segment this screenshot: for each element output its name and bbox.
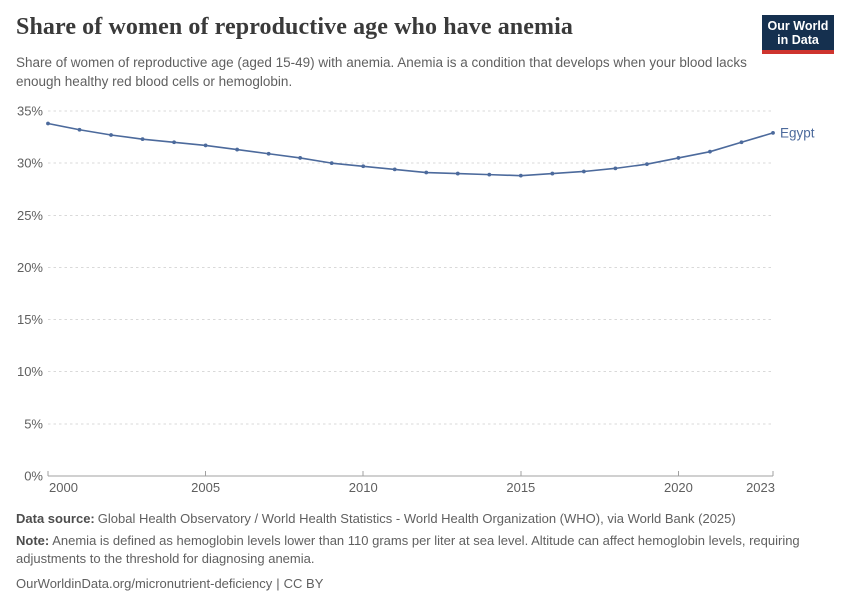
y-axis-tick-label: 30%	[17, 156, 43, 171]
data-point	[739, 140, 744, 145]
y-axis-tick-label: 10%	[17, 364, 43, 379]
note-label: Note:	[16, 533, 50, 548]
data-point	[361, 164, 366, 169]
x-axis-tick-label: 2015	[506, 480, 535, 495]
data-point	[298, 156, 303, 160]
data-point	[424, 170, 429, 175]
license-link[interactable]: CC BY	[283, 576, 324, 591]
data-point	[172, 140, 176, 145]
data-point	[455, 171, 460, 176]
x-axis-tick-label: 2020	[664, 480, 693, 495]
data-source-label: Data source:	[16, 511, 95, 526]
attribution-separator: |	[276, 576, 280, 591]
y-axis-tick-label: 15%	[17, 312, 43, 327]
y-axis-tick-label: 25%	[17, 208, 43, 223]
data-point	[140, 137, 145, 142]
data-point	[203, 143, 208, 148]
data-point	[392, 167, 397, 172]
note-text: Anemia is defined as hemoglobin levels l…	[16, 533, 800, 566]
x-axis-tick-label: 2023	[746, 480, 775, 495]
data-point	[613, 166, 618, 171]
chart-subtitle: Share of women of reproductive age (aged…	[16, 55, 747, 89]
data-point	[581, 169, 586, 174]
data-point	[266, 151, 271, 156]
data-source-line: Data source: Global Health Observatory / …	[16, 511, 834, 526]
page-title: Share of women of reproductive age who h…	[16, 14, 573, 40]
data-point	[645, 162, 649, 167]
data-point	[487, 172, 492, 177]
series-line-egypt	[47, 122, 774, 177]
y-axis-tick-label: 0%	[24, 469, 43, 484]
series-end-label: Egypt	[780, 125, 815, 140]
y-axis-tick-label: 5%	[24, 416, 43, 431]
data-point	[109, 133, 113, 137]
data-point	[77, 127, 82, 132]
data-point	[708, 149, 712, 154]
x-axis-tick-label: 2010	[349, 480, 378, 495]
data-source-text: Global Health Observatory / World Health…	[97, 511, 736, 526]
data-point	[518, 173, 523, 178]
y-axis-tick-label: 20%	[17, 260, 43, 275]
data-point	[550, 171, 555, 176]
owid-logo[interactable]: Our World in Data	[762, 15, 834, 54]
note-line: Note: Anemia is defined as hemoglobin lev…	[16, 532, 816, 568]
x-axis-tick-label: 2005	[191, 480, 220, 495]
owid-logo-line2: in Data	[777, 33, 819, 47]
x-axis-tick-label: 2000	[49, 480, 78, 495]
chart-footer: Data source: Global Health Observatory / …	[16, 511, 834, 591]
data-point	[235, 147, 240, 152]
owid-url-link[interactable]: OurWorldinData.org/micronutrient-deficie…	[16, 576, 273, 591]
data-point	[46, 121, 50, 126]
data-point	[676, 156, 681, 160]
y-axis-tick-label: 35%	[17, 104, 43, 119]
data-point	[771, 131, 775, 135]
data-point	[329, 161, 334, 166]
attribution-line: OurWorldinData.org/micronutrient-deficie…	[16, 576, 834, 591]
owid-logo-line1: Our World	[767, 19, 829, 33]
